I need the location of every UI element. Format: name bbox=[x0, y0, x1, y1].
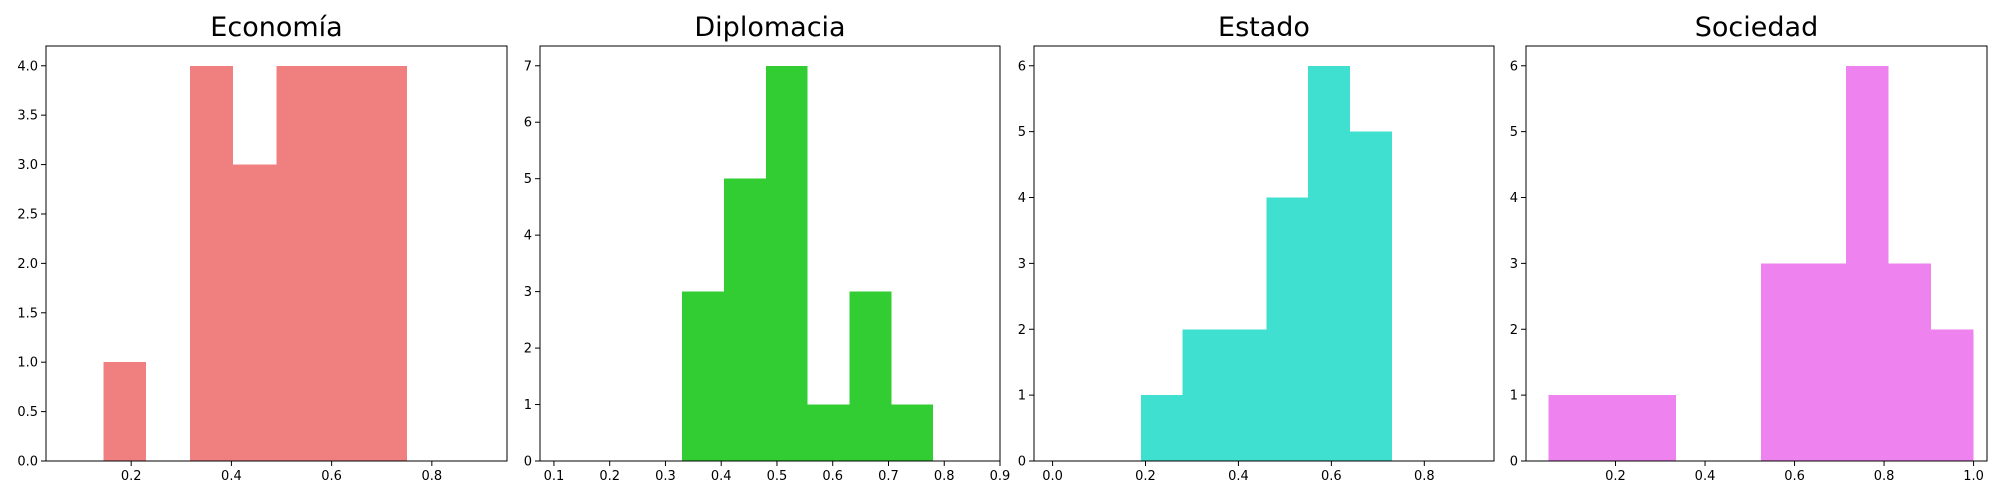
economia-title: Economía bbox=[210, 12, 342, 43]
economia-xtick-label: 0.2 bbox=[121, 469, 142, 484]
diplomacia-ytick-label: 1 bbox=[524, 398, 532, 413]
sociedad-ytick-label: 3 bbox=[1510, 257, 1518, 272]
diplomacia-ytick-label: 3 bbox=[524, 285, 532, 300]
estado-ytick-label: 0 bbox=[1018, 455, 1026, 470]
economia-bar-6 bbox=[363, 65, 407, 461]
sociedad-ytick-label: 5 bbox=[1510, 125, 1518, 140]
estado-axes-frame bbox=[1033, 45, 1495, 462]
sociedad-ytick-label: 1 bbox=[1510, 389, 1518, 404]
sociedad-bar-8 bbox=[1888, 263, 1932, 461]
sociedad-ytick-label: 6 bbox=[1510, 59, 1518, 74]
estado-xtick-label: 0.4 bbox=[1228, 469, 1249, 484]
estado-xtick-label: 0.8 bbox=[1414, 469, 1435, 484]
sociedad-xtick-label: 0.6 bbox=[1784, 469, 1805, 484]
diplomacia-ytick-label: 6 bbox=[524, 116, 532, 131]
diplomacia-bar-2 bbox=[765, 65, 808, 461]
estado-xtick-label: 0.6 bbox=[1321, 469, 1342, 484]
diplomacia-ytick-label: 7 bbox=[524, 59, 532, 74]
economia-axes-frame bbox=[45, 45, 508, 462]
economia-bar-3 bbox=[232, 164, 277, 462]
diplomacia-xtick-label: 0.9 bbox=[990, 469, 1011, 484]
estado-ytick-label: 1 bbox=[1018, 389, 1026, 404]
diplomacia-bar-5 bbox=[891, 404, 934, 461]
diplomacia-ytick-label: 4 bbox=[524, 229, 532, 244]
sociedad-bar-7 bbox=[1846, 65, 1889, 461]
estado-bar-1 bbox=[1182, 329, 1225, 461]
diplomacia-xtick-label: 0.3 bbox=[655, 469, 676, 484]
diplomacia-bar-1 bbox=[724, 178, 766, 461]
diplomacia-ytick-label: 0 bbox=[524, 455, 532, 470]
panel-diplomacia: Diplomacia 0.1 0.2 0.3 0.4 0.5 0.6 0.7 0.8 0.9 0 1 2… bbox=[524, 12, 1011, 484]
economia-ytick-label: 3.0 bbox=[17, 158, 38, 173]
diplomacia-xtick-label: 0.7 bbox=[878, 469, 899, 484]
economia-bar-0 bbox=[103, 362, 147, 461]
economia-ytick-label: 4.0 bbox=[17, 59, 38, 74]
economia-ytick-label: 0.5 bbox=[17, 405, 38, 420]
economia-ytick-label: 0.0 bbox=[17, 455, 38, 470]
sociedad-bar-1 bbox=[1590, 395, 1634, 461]
estado-bar-5 bbox=[1349, 131, 1392, 461]
sociedad-xtick-label: 0.4 bbox=[1695, 469, 1716, 484]
economia-xtick-label: 0.4 bbox=[221, 469, 242, 484]
diplomacia-bar-4 bbox=[849, 291, 892, 461]
diplomacia-ytick-label: 2 bbox=[524, 342, 532, 357]
estado-ytick-label: 2 bbox=[1018, 323, 1026, 338]
economia-bar-4 bbox=[276, 65, 321, 461]
panel-sociedad: Sociedad 0.2 0.4 0.6 0.8 1.0 0 1 2 3 4 5 6 bbox=[1510, 12, 1988, 484]
sociedad-xtick-label: 0.2 bbox=[1605, 469, 1626, 484]
panel-estado: Estado 0.0 0.2 0.4 0.6 0.8 0 1 2 3 4 5 6 bbox=[1018, 12, 1495, 484]
economia-ytick-label: 2.0 bbox=[17, 257, 38, 272]
economia-ytick-label: 2.5 bbox=[17, 207, 38, 222]
estado-title: Estado bbox=[1218, 12, 1310, 43]
sociedad-xtick-label: 1.0 bbox=[1963, 469, 1984, 484]
diplomacia-bar-0 bbox=[682, 291, 724, 461]
estado-ytick-label: 4 bbox=[1018, 191, 1026, 206]
sociedad-axes-frame bbox=[1525, 45, 1988, 462]
diplomacia-xtick-label: 0.1 bbox=[544, 469, 565, 484]
panel-economia: Economía 0.2 0.4 0.6 0.8 0.0 0.5 1.0 1.5 2.0 2.5 3.… bbox=[17, 12, 508, 484]
economia-bar-2 bbox=[189, 65, 233, 461]
economia-xtick-label: 0.6 bbox=[321, 469, 342, 484]
diplomacia-axes-frame bbox=[539, 45, 1001, 462]
sociedad-bar-6 bbox=[1803, 263, 1847, 461]
estado-bar-3 bbox=[1266, 197, 1309, 461]
sociedad-xtick-label: 0.8 bbox=[1874, 469, 1895, 484]
sociedad-ytick-label: 2 bbox=[1510, 323, 1518, 338]
sociedad-bar-0 bbox=[1548, 395, 1591, 461]
sociedad-ytick-label: 4 bbox=[1510, 191, 1518, 206]
estado-bar-4 bbox=[1308, 65, 1350, 461]
estado-ytick-label: 3 bbox=[1018, 257, 1026, 272]
economia-ytick-label: 1.0 bbox=[17, 356, 38, 371]
estado-ytick-label: 5 bbox=[1018, 125, 1026, 140]
diplomacia-xtick-label: 0.5 bbox=[767, 469, 788, 484]
diplomacia-title: Diplomacia bbox=[694, 12, 845, 43]
estado-bar-0 bbox=[1140, 395, 1183, 461]
sociedad-bar-5 bbox=[1760, 263, 1804, 461]
diplomacia-xtick-label: 0.4 bbox=[711, 469, 732, 484]
diplomacia-xtick-label: 0.2 bbox=[599, 469, 620, 484]
economia-xtick-label: 0.8 bbox=[421, 469, 442, 484]
economia-ytick-label: 3.5 bbox=[17, 109, 38, 124]
sociedad-bar-2 bbox=[1633, 395, 1676, 461]
diplomacia-ytick-label: 5 bbox=[524, 172, 532, 187]
sociedad-title: Sociedad bbox=[1695, 12, 1818, 43]
estado-xtick-label: 0.0 bbox=[1042, 469, 1063, 484]
estado-bar-2 bbox=[1224, 329, 1267, 461]
economia-bar-5 bbox=[320, 65, 364, 461]
sociedad-ytick-label: 0 bbox=[1510, 455, 1518, 470]
sociedad-bar-9 bbox=[1931, 329, 1974, 461]
diplomacia-bar-3 bbox=[807, 404, 850, 461]
estado-xtick-label: 0.2 bbox=[1135, 469, 1156, 484]
diplomacia-xtick-label: 0.8 bbox=[934, 469, 955, 484]
diplomacia-xtick-label: 0.6 bbox=[822, 469, 843, 484]
estado-ytick-label: 6 bbox=[1018, 59, 1026, 74]
economia-ytick-label: 1.5 bbox=[17, 306, 38, 321]
